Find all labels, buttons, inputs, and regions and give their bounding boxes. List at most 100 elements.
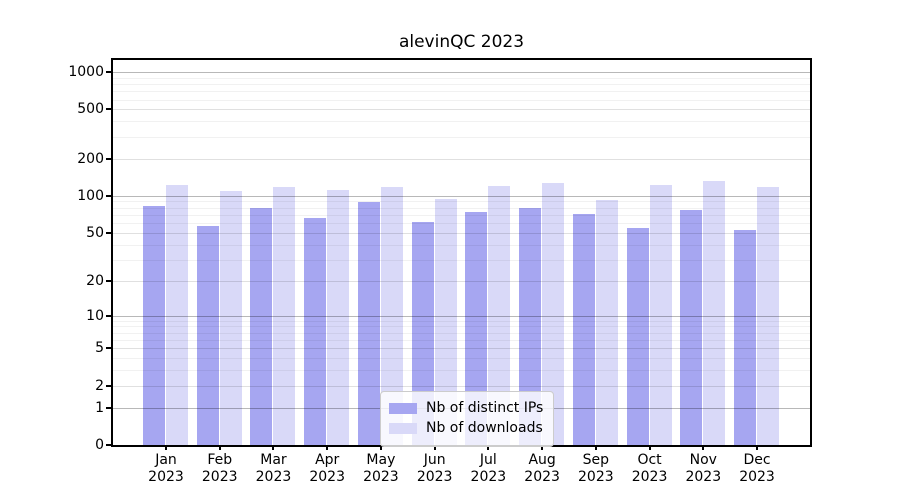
gridline-9 bbox=[113, 320, 810, 322]
y-tick-label-1: 1 bbox=[95, 399, 104, 416]
y-tick-label-200: 200 bbox=[77, 150, 104, 167]
bar-ips-aug bbox=[519, 207, 542, 445]
gridline-20 bbox=[113, 280, 810, 282]
gridline-500 bbox=[113, 109, 810, 111]
gridline-100 bbox=[113, 195, 810, 197]
x-tick-label-apr: Apr 2023 bbox=[309, 452, 345, 485]
x-tick-label-mar: Mar 2023 bbox=[255, 452, 292, 485]
bar-downloads-sep bbox=[595, 199, 618, 445]
bar-ips-feb bbox=[196, 225, 219, 445]
bar-downloads-aug bbox=[542, 183, 565, 445]
gridline-90 bbox=[113, 201, 810, 203]
x-tick-mar bbox=[272, 445, 275, 450]
bar-downloads-dec bbox=[757, 187, 780, 445]
y-tick-label-500: 500 bbox=[77, 101, 104, 118]
y-tick-2 bbox=[106, 384, 111, 387]
y-tick-100 bbox=[106, 194, 111, 197]
bar-downloads-jul bbox=[488, 186, 511, 445]
gridline-400 bbox=[113, 121, 810, 123]
y-tick-label-5: 5 bbox=[95, 340, 104, 357]
x-tick-may bbox=[379, 445, 382, 450]
gridline-900 bbox=[113, 77, 810, 79]
y-tick-0 bbox=[106, 444, 111, 446]
y-tick-1000 bbox=[106, 71, 111, 74]
x-tick-feb bbox=[218, 445, 221, 450]
x-tick-label-oct: Oct 2023 bbox=[631, 452, 668, 485]
bar-downloads-jan bbox=[166, 184, 188, 445]
gridline-70 bbox=[113, 214, 810, 216]
x-tick-nov bbox=[702, 445, 705, 450]
bar-ips-may bbox=[357, 202, 380, 445]
gridline-8 bbox=[113, 326, 810, 328]
bar-ips-jan bbox=[143, 205, 165, 445]
x-tick-label-nov: Nov 2023 bbox=[685, 452, 722, 485]
x-tick-label-may: May 2023 bbox=[363, 452, 399, 485]
bar-ips-apr bbox=[304, 218, 327, 445]
y-tick-10 bbox=[106, 314, 111, 317]
bar-ips-sep bbox=[572, 214, 595, 445]
legend-swatch-ips bbox=[389, 403, 417, 414]
y-tick-label-2: 2 bbox=[95, 377, 104, 394]
gridline-2 bbox=[113, 385, 810, 387]
legend-label-downloads: Nb of downloads bbox=[426, 420, 543, 436]
bar-downloads-nov bbox=[703, 180, 726, 445]
x-tick-label-jan: Jan 2023 bbox=[148, 452, 184, 485]
gridline-50 bbox=[113, 232, 810, 234]
x-tick-jan bbox=[165, 445, 167, 450]
y-tick-label-10: 10 bbox=[86, 307, 104, 324]
bar-downloads-feb bbox=[219, 190, 242, 445]
y-tick-200 bbox=[106, 157, 111, 160]
x-tick-apr bbox=[326, 445, 329, 450]
gridline-10 bbox=[113, 315, 810, 317]
legend: Nb of distinct IPs Nb of downloads bbox=[380, 391, 555, 447]
legend-item-downloads: Nb of downloads bbox=[389, 420, 543, 437]
gridline-30 bbox=[113, 259, 810, 261]
x-tick-oct bbox=[648, 445, 651, 450]
y-tick-5 bbox=[106, 347, 111, 350]
legend-item-ips: Nb of distinct IPs bbox=[389, 400, 543, 417]
y-tick-label-1000: 1000 bbox=[68, 64, 104, 81]
y-tick-1 bbox=[106, 406, 111, 409]
x-tick-label-jul: Jul 2023 bbox=[470, 452, 507, 485]
x-tick-aug bbox=[541, 445, 544, 450]
chart-title: alevinQC 2023 bbox=[398, 32, 525, 52]
y-tick-label-20: 20 bbox=[86, 272, 104, 289]
gridline-600 bbox=[113, 99, 810, 101]
x-tick-label-feb: Feb 2023 bbox=[201, 452, 238, 485]
y-tick-label-100: 100 bbox=[77, 187, 104, 204]
gridline-60 bbox=[113, 223, 810, 225]
x-tick-sep bbox=[594, 445, 597, 450]
bar-ips-jul bbox=[465, 211, 488, 445]
bar-downloads-mar bbox=[273, 187, 296, 445]
bar-ips-dec bbox=[734, 229, 757, 445]
y-tick-500 bbox=[106, 108, 111, 111]
legend-label-ips: Nb of distinct IPs bbox=[426, 400, 544, 416]
x-tick-label-sep: Sep 2023 bbox=[578, 452, 614, 485]
x-tick-dec bbox=[756, 445, 759, 450]
gridline-7 bbox=[113, 332, 810, 334]
bar-ips-oct bbox=[626, 227, 649, 445]
gridline-300 bbox=[113, 136, 810, 138]
x-tick-jun bbox=[433, 445, 436, 450]
gridline-4 bbox=[113, 358, 810, 360]
plot-area: Nb of distinct IPs Nb of downloads Jan 2… bbox=[68, 58, 812, 485]
gridline-1000 bbox=[113, 72, 810, 74]
bar-ips-nov bbox=[680, 209, 703, 445]
y-tick-50 bbox=[106, 231, 111, 234]
bar-ips-mar bbox=[250, 207, 273, 445]
gridline-700 bbox=[113, 91, 810, 93]
x-tick-jul bbox=[487, 445, 490, 450]
gridline-80 bbox=[113, 207, 810, 209]
x-tick-label-jun: Jun 2023 bbox=[416, 452, 453, 485]
bar-downloads-apr bbox=[327, 189, 350, 445]
gridline-3 bbox=[113, 370, 810, 372]
x-tick-label-dec: Dec 2023 bbox=[739, 452, 775, 485]
y-tick-label-0: 0 bbox=[95, 437, 104, 453]
legend-swatch-downloads bbox=[389, 423, 417, 434]
y-tick-label-50: 50 bbox=[86, 224, 104, 241]
y-tick-20 bbox=[106, 279, 111, 282]
gridline-6 bbox=[113, 339, 810, 341]
gridline-800 bbox=[113, 84, 810, 86]
gridline-5 bbox=[113, 348, 810, 350]
